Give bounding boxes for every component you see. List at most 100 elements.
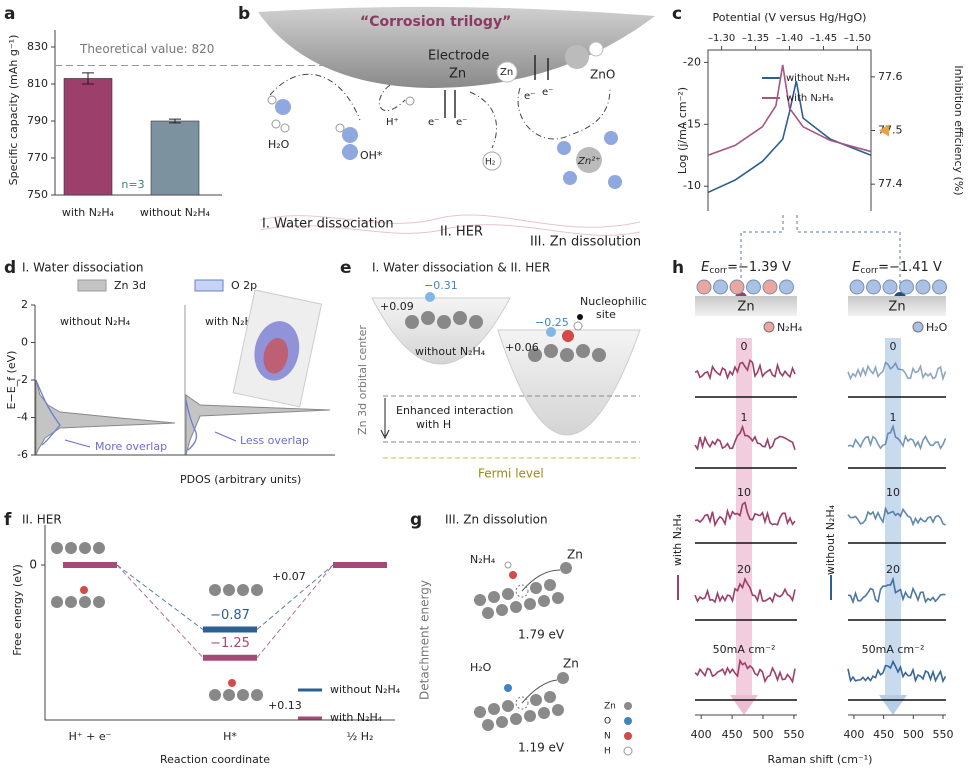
spectrum: [847, 659, 947, 684]
x-tick-label: H⁺ + e⁻: [69, 730, 112, 743]
current-value: 50: [862, 643, 876, 656]
x-tick-label: with N₂H₄: [62, 206, 115, 219]
legend-swatch: [194, 279, 224, 292]
y-tick-label: 770: [27, 151, 48, 164]
spectrum: [694, 658, 796, 684]
current-value: 1: [890, 411, 897, 424]
current-value: 20: [737, 563, 751, 576]
legend-label: H: [604, 747, 611, 757]
x-axis-label: PDOS (arbitrary units): [180, 473, 301, 486]
connector: [256, 564, 334, 630]
current-label: 50mA cm⁻²: [713, 643, 776, 656]
label: H₂O: [470, 661, 492, 674]
panel-label: d: [4, 258, 16, 278]
label: Enhanced interaction: [396, 404, 513, 417]
x-tick-label: ½ H₂: [347, 730, 374, 743]
axes: [44, 525, 395, 721]
y-axis-label: Log (j/mA cm⁻²): [676, 87, 689, 174]
arrow: [469, 91, 498, 149]
bar: [63, 78, 113, 196]
y-tick-label: 830: [27, 40, 48, 53]
legend-label: O 2p: [231, 279, 257, 292]
atom: [608, 175, 622, 189]
atom: [267, 95, 277, 105]
y-tick-label: 2: [21, 298, 28, 311]
label: with H: [416, 418, 451, 431]
pdos-curve: [185, 399, 198, 451]
current-value: 20: [886, 563, 900, 576]
label: Zn: [567, 548, 583, 562]
band-arrow: [879, 695, 907, 715]
well: [371, 297, 511, 365]
y-tick-label: -15: [683, 117, 701, 130]
annotation: Theoretical value: 820: [79, 42, 214, 56]
current-label: 10: [737, 486, 751, 499]
atom: [342, 144, 358, 160]
atom: [405, 96, 415, 106]
y-tick-label: 750: [27, 188, 48, 201]
panel-label: g: [410, 510, 422, 530]
current-label: 0: [741, 340, 748, 353]
atom: [565, 45, 589, 69]
label: Zn²⁺: [577, 156, 600, 167]
x-tick-label: 450: [873, 728, 894, 741]
atom: [588, 41, 604, 57]
label: Zn: [449, 67, 466, 82]
panel-title: III. Zn dissolution: [445, 513, 548, 527]
y-tick-label: 0: [21, 336, 28, 349]
panel-title: I. Water dissociation & II. HER: [372, 261, 550, 275]
current-label: 20: [886, 563, 900, 576]
x-tick-label: –1.40: [776, 33, 803, 44]
current-label: 20: [737, 563, 751, 576]
step-label: I. Water dissociation: [262, 217, 394, 232]
legend-label: N: [604, 732, 611, 742]
label: N₂H₄: [470, 553, 496, 566]
atom: [729, 279, 745, 295]
y-tick-label: -4: [17, 411, 28, 424]
charge: +0.09: [380, 300, 414, 313]
annotation: +0.13: [268, 699, 302, 712]
charge: −0.31: [424, 279, 458, 292]
legend-label: without N₂H₄: [330, 683, 401, 696]
y-tick-label: -10: [683, 179, 701, 192]
y-axis-label: Specific capacity (mAh g⁻¹): [7, 35, 20, 186]
energy-label: 1.19 eV: [518, 741, 565, 755]
annotation: More overlap: [95, 440, 167, 453]
current-value: 10: [737, 486, 751, 499]
substrate: [695, 296, 797, 316]
legend-label: Zn: [604, 702, 616, 712]
label: e⁻: [428, 117, 439, 128]
ecorr-sub: corr: [860, 266, 878, 276]
connector: [116, 564, 204, 659]
atom: [275, 99, 291, 115]
ecorr-symbol: E: [701, 260, 710, 275]
legend-swatch: [763, 321, 775, 333]
y2-point: [879, 124, 889, 137]
x-axis-label: Raman shift (cm⁻¹): [768, 753, 873, 766]
panel-title: II. HER: [22, 513, 62, 527]
legend-label: without N₂H₄: [786, 73, 850, 84]
note: n=3: [121, 178, 144, 191]
atom: [915, 279, 931, 295]
structure: [232, 289, 323, 408]
arrow: [517, 87, 611, 140]
spectrum: [847, 506, 946, 527]
panel-b: “Corrosion trilogy” Electrode Zn Zn ZnO …: [258, 6, 655, 250]
band-arrow: [730, 695, 758, 715]
spectrum: [694, 424, 796, 451]
atom: [482, 151, 502, 171]
atom: [849, 279, 865, 295]
unit: mA cm⁻²: [876, 643, 925, 656]
panel-d: I. Water dissociation Zn 3d O 2p without…: [5, 261, 331, 486]
x-axis-label: Reaction coordinate: [160, 753, 270, 766]
band: [736, 338, 752, 700]
atom: [342, 127, 358, 143]
atom: [425, 292, 435, 302]
label: Nucleophilic: [580, 295, 647, 308]
decoration: [259, 214, 641, 236]
panel-label: e: [340, 258, 352, 278]
x-tick-label: 550: [933, 728, 954, 741]
pdos-curve: [35, 379, 61, 446]
atom: [557, 141, 571, 155]
